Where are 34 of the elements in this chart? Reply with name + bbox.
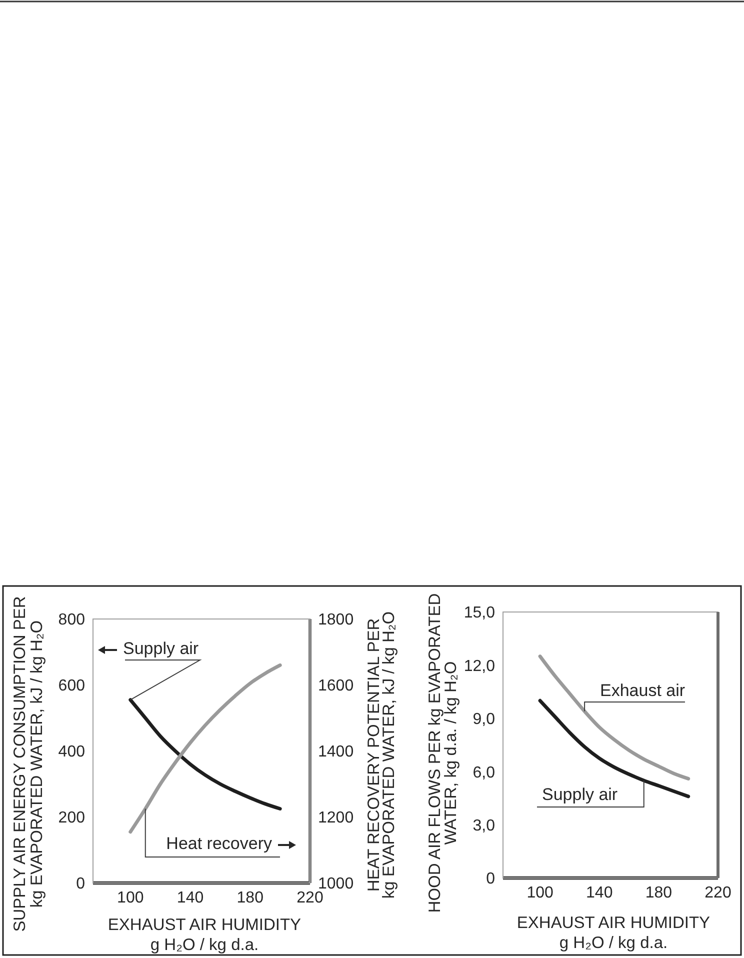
- y2-tick-label: 1600: [318, 678, 354, 695]
- series-label: Exhaust air: [600, 681, 686, 700]
- y-tick-label: 600: [58, 678, 86, 695]
- x-tick-label: 100: [117, 889, 144, 906]
- line-series: [128, 698, 282, 810]
- y-tick-label: 400: [58, 744, 86, 761]
- y-axis-title: SUPPLY AIR ENERGY CONSUMPTION PER kg EVAPORATED WATER, kJ / kg H₂O: [11, 596, 46, 932]
- x-tick-label: 140: [586, 884, 613, 902]
- x-tick-label: 180: [236, 889, 264, 906]
- x-tick-label: 100: [526, 884, 554, 902]
- y-tick-label: 0: [76, 876, 86, 893]
- y-tick-label: 3,0: [472, 817, 496, 834]
- series-label: Heat recovery: [166, 834, 272, 853]
- y-tick-label: 800: [58, 612, 86, 629]
- x-tick-label: 220: [704, 884, 732, 902]
- y-tick-label: 200: [58, 810, 86, 827]
- y2-tick-label: 1800: [318, 612, 354, 629]
- y2-axis-title: HEAT RECOVERY POTENTIAL PER kg EVAPORATED WATER, kJ / kg H₂O: [365, 611, 398, 899]
- x-tick-label: 180: [645, 884, 672, 902]
- y2-tick-label: 1200: [318, 810, 354, 827]
- y-tick-label: 9,0: [472, 711, 496, 728]
- line-series: [128, 663, 282, 834]
- series-label: Supply air: [542, 785, 618, 804]
- y-tick-label: 15,0: [464, 604, 496, 622]
- line-series: [538, 654, 690, 780]
- y-tick-label: 12,0: [464, 658, 496, 675]
- x-tick-label: 140: [176, 889, 204, 906]
- legend-label: Supply air: [123, 639, 199, 658]
- y2-tick-label: 1400: [318, 744, 354, 761]
- y-tick-label: 6,0: [472, 764, 496, 782]
- y-axis-title: HOOD AIR FLOWS PER kg EVAPORATED WATER, kg d.a. / kg H₂O: [426, 593, 460, 913]
- y-tick-label: 0: [486, 870, 496, 888]
- x-axis-title: EXHAUST AIR HUMIDITY g H₂O / kg d.a.: [108, 916, 302, 954]
- x-axis-title: EXHAUST AIR HUMIDITY g H₂O / kg d.a.: [516, 914, 710, 952]
